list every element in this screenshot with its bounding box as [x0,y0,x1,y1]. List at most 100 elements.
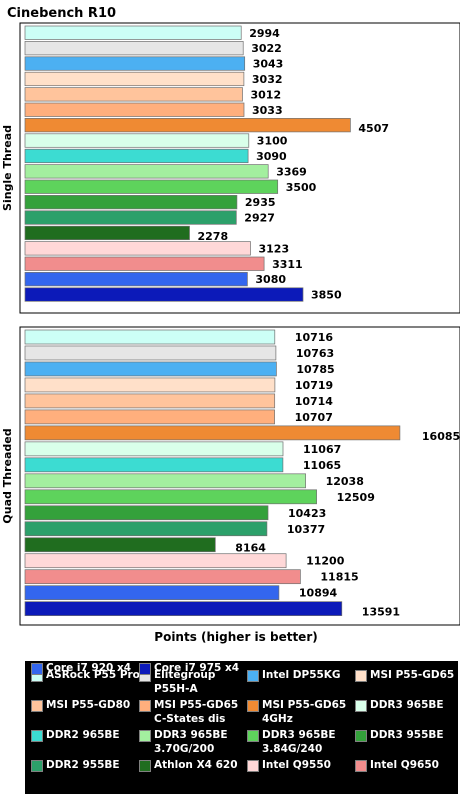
panel-frame-quad [19,326,460,626]
legend-label: ASRock P55 Pro [46,669,140,681]
legend-swatch [139,730,151,742]
bar-value-label: 4507 [358,122,389,135]
bar [24,553,287,569]
panel-frame-single [19,22,460,314]
bar [24,133,250,148]
legend-label: MSI P55-GD65 C-States dis [154,699,239,725]
bar [24,329,276,345]
legend-swatch [355,730,367,742]
bar-value-label: 3850 [311,289,342,302]
bar [24,41,244,56]
legend-label: MSI P55-GD65 [370,669,455,681]
legend-swatch [247,730,259,742]
bar-value-label: 10707 [295,411,333,424]
bar [24,457,284,473]
bar-value-label: 3500 [286,181,317,194]
bar [24,489,317,505]
bar-value-label: 12038 [326,475,364,488]
bar-value-label: 3100 [257,135,288,148]
bars-quad-threaded: 10716 10763 10785 10719 10714 10707 16085 11067… [24,329,460,619]
legend-label: DDR2 955BE [46,759,120,771]
legend-label: Intel DP55KG [262,669,341,681]
legend-label: MSI P55-GD80 [46,699,131,711]
bar [24,361,277,377]
legend-label: Elitegroup P55H-A [154,669,216,695]
legend-label: Intel Q9550 [262,759,331,771]
bar [24,272,248,287]
bar-value-label: 11815 [320,571,358,584]
bar [24,102,245,117]
bar-value-label: 3032 [252,73,283,86]
bar [24,56,246,71]
bar-value-label: 3033 [252,104,283,117]
bar [24,225,190,241]
bar [24,505,269,521]
bar [24,210,237,225]
bar-value-label: 11065 [303,459,341,472]
chart-title: Cinebench R10 [7,6,116,21]
legend-label: DDR3 955BE [370,729,444,741]
bar-value-label: 10763 [296,347,334,360]
bar-value-label: 16085 [422,430,460,443]
bar-value-label: 2927 [244,212,275,225]
bar [24,521,268,537]
bar [24,473,306,489]
bar-value-label: 2278 [198,230,229,243]
bar [24,601,343,617]
bar [24,585,280,601]
bar-value-label: 3022 [251,42,282,55]
legend-label: Core i7 975 x4 [154,662,240,674]
bar [24,164,269,179]
legend-swatch [31,663,43,675]
bar [24,148,249,164]
bar-value-label: 10714 [295,395,334,408]
bar [24,537,216,553]
bar [24,118,351,133]
bar-value-label: 3369 [276,165,307,178]
bar-value-label: 13591 [362,606,400,619]
legend-swatch [139,760,151,772]
legend-label: Athlon X4 620 [154,759,238,771]
legend-label: DDR3 965BE 3.70G/200 [154,729,228,755]
bar-value-label: 11200 [306,555,345,568]
bar-value-label: 3043 [253,58,284,71]
bar-value-label: 2935 [245,196,276,209]
bar [24,425,401,441]
bar [24,409,275,425]
bar-value-label: 3311 [272,258,303,271]
bar [24,87,243,102]
legend-swatch [31,730,43,742]
bar-value-label: 10894 [299,587,338,600]
legend-label: Intel Q9650 [370,759,439,771]
bar [24,441,284,457]
bar-value-label: 3080 [255,273,286,286]
bar-value-label: 3012 [251,88,282,101]
y-axis-label-single: Single Thread [1,125,14,211]
bar [24,179,279,194]
bars-single-thread: 2994 3022 3043 3032 3012 3033 4507 3100 3090 3369… [24,25,389,302]
bar-value-label: 10716 [295,331,334,344]
legend-swatch [31,760,43,772]
bar [24,195,238,210]
legend-label: DDR3 965BE 3.84G/240 [262,729,336,755]
bar [24,25,242,40]
bar [24,287,304,302]
bar-value-label: 8164 [235,542,266,555]
legend-swatch [247,700,259,712]
bar [24,256,265,271]
y-axis-label-quad: Quad Threaded [1,428,14,523]
bar [24,241,251,256]
chart: Cinebench R10 Single Thread Quad Threade… [1,6,460,644]
legend-swatch [355,670,367,682]
legend-swatch [31,700,43,712]
legend-label: DDR2 965BE [46,729,120,741]
bar [24,569,301,585]
bar-value-label: 3123 [259,242,290,255]
bar-value-label: 10423 [288,507,326,520]
bar-value-label: 12509 [337,491,375,504]
legend-swatch [247,670,259,682]
legend-label: MSI P55-GD65 4GHz [262,699,347,725]
bar [24,377,276,393]
legend-swatch [139,663,151,675]
legend-label: Core i7 920 x4 [46,662,132,674]
